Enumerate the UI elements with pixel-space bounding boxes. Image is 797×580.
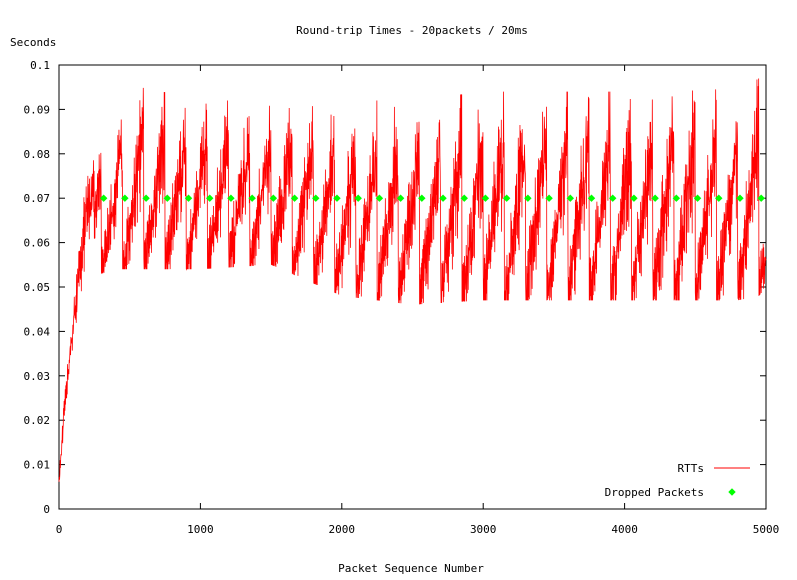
legend: RTTs Dropped Packets [605, 462, 750, 499]
dropped-packet-point [630, 194, 638, 202]
x-axis-ticks: 0 1000 2000 3000 4000 5000 [56, 65, 780, 536]
y-tick-label: 0.1 [30, 59, 50, 72]
chart-title: Round-trip Times - 20packets / 20ms [296, 24, 528, 37]
dropped-packets-series [99, 194, 765, 202]
dropped-packet-point [672, 194, 681, 202]
dropped-packet-point [736, 194, 744, 202]
legend-label-dropped-packets: Dropped Packets [605, 486, 704, 499]
x-tick-label: 4000 [611, 523, 638, 536]
y-tick-label: 0.07 [24, 192, 51, 205]
dropped-packet-point [163, 194, 172, 202]
y-tick-label: 0.02 [24, 414, 51, 427]
x-tick-label: 3000 [470, 523, 497, 536]
y-tick-label: 0.04 [24, 325, 51, 338]
dropped-packet-point [460, 194, 468, 202]
dropped-packet-point [418, 194, 426, 202]
dropped-packet-point [524, 194, 532, 202]
rtt-line [58, 78, 767, 482]
y-tick-label: 0.03 [24, 370, 51, 383]
dropped-packet-point [693, 194, 702, 202]
dropped-packet-point [99, 194, 108, 202]
x-tick-label: 5000 [753, 523, 780, 536]
dropped-packet-point [290, 194, 299, 202]
dropped-packet-point [481, 194, 490, 202]
y-tick-label: 0.05 [24, 281, 51, 294]
dropped-packet-point [715, 194, 723, 202]
x-axis-label: Packet Sequence Number [338, 562, 484, 575]
rtt-series [58, 78, 767, 482]
dropped-packet-point [248, 194, 256, 202]
dropped-packet-point [502, 194, 511, 202]
dropped-packet-point [333, 194, 341, 202]
y-axis-label: Seconds [10, 36, 56, 49]
x-tick-label: 1000 [187, 523, 214, 536]
x-tick-label: 2000 [329, 523, 356, 536]
dropped-packet-point [375, 194, 384, 202]
dropped-packet-point [206, 194, 214, 202]
dropped-packet-point [609, 194, 617, 202]
y-tick-label: 0.01 [24, 459, 51, 472]
dropped-packet-point [312, 194, 320, 202]
y-axis-ticks: 0 0.01 0.02 0.03 0.04 0.05 0.06 0.07 0.08 0.09 0.1 [24, 59, 766, 516]
y-tick-label: 0.08 [24, 148, 51, 161]
y-tick-label: 0.06 [24, 237, 51, 250]
dropped-packet-point [587, 194, 596, 202]
y-tick-label: 0 [43, 503, 50, 516]
dropped-packet-point [227, 194, 235, 202]
dropped-packet-point [121, 194, 129, 202]
dropped-packet-point [439, 194, 447, 202]
y-tick-label: 0.09 [24, 103, 51, 116]
dropped-packet-point [545, 194, 553, 202]
dropped-packet-point [396, 194, 405, 202]
dropped-packet-point [566, 194, 575, 202]
dropped-packet-point [757, 194, 765, 202]
dropped-packet-point [651, 194, 659, 202]
dropped-packet-point [269, 194, 278, 202]
legend-label-rtts: RTTs [678, 462, 705, 475]
dropped-packet-point [354, 194, 362, 202]
dropped-packet-point [184, 194, 193, 202]
legend-dropped-marker [728, 488, 736, 496]
dropped-packet-point [142, 194, 150, 202]
x-tick-label: 0 [56, 523, 63, 536]
legend-swatch-dropped-packets [728, 488, 736, 496]
